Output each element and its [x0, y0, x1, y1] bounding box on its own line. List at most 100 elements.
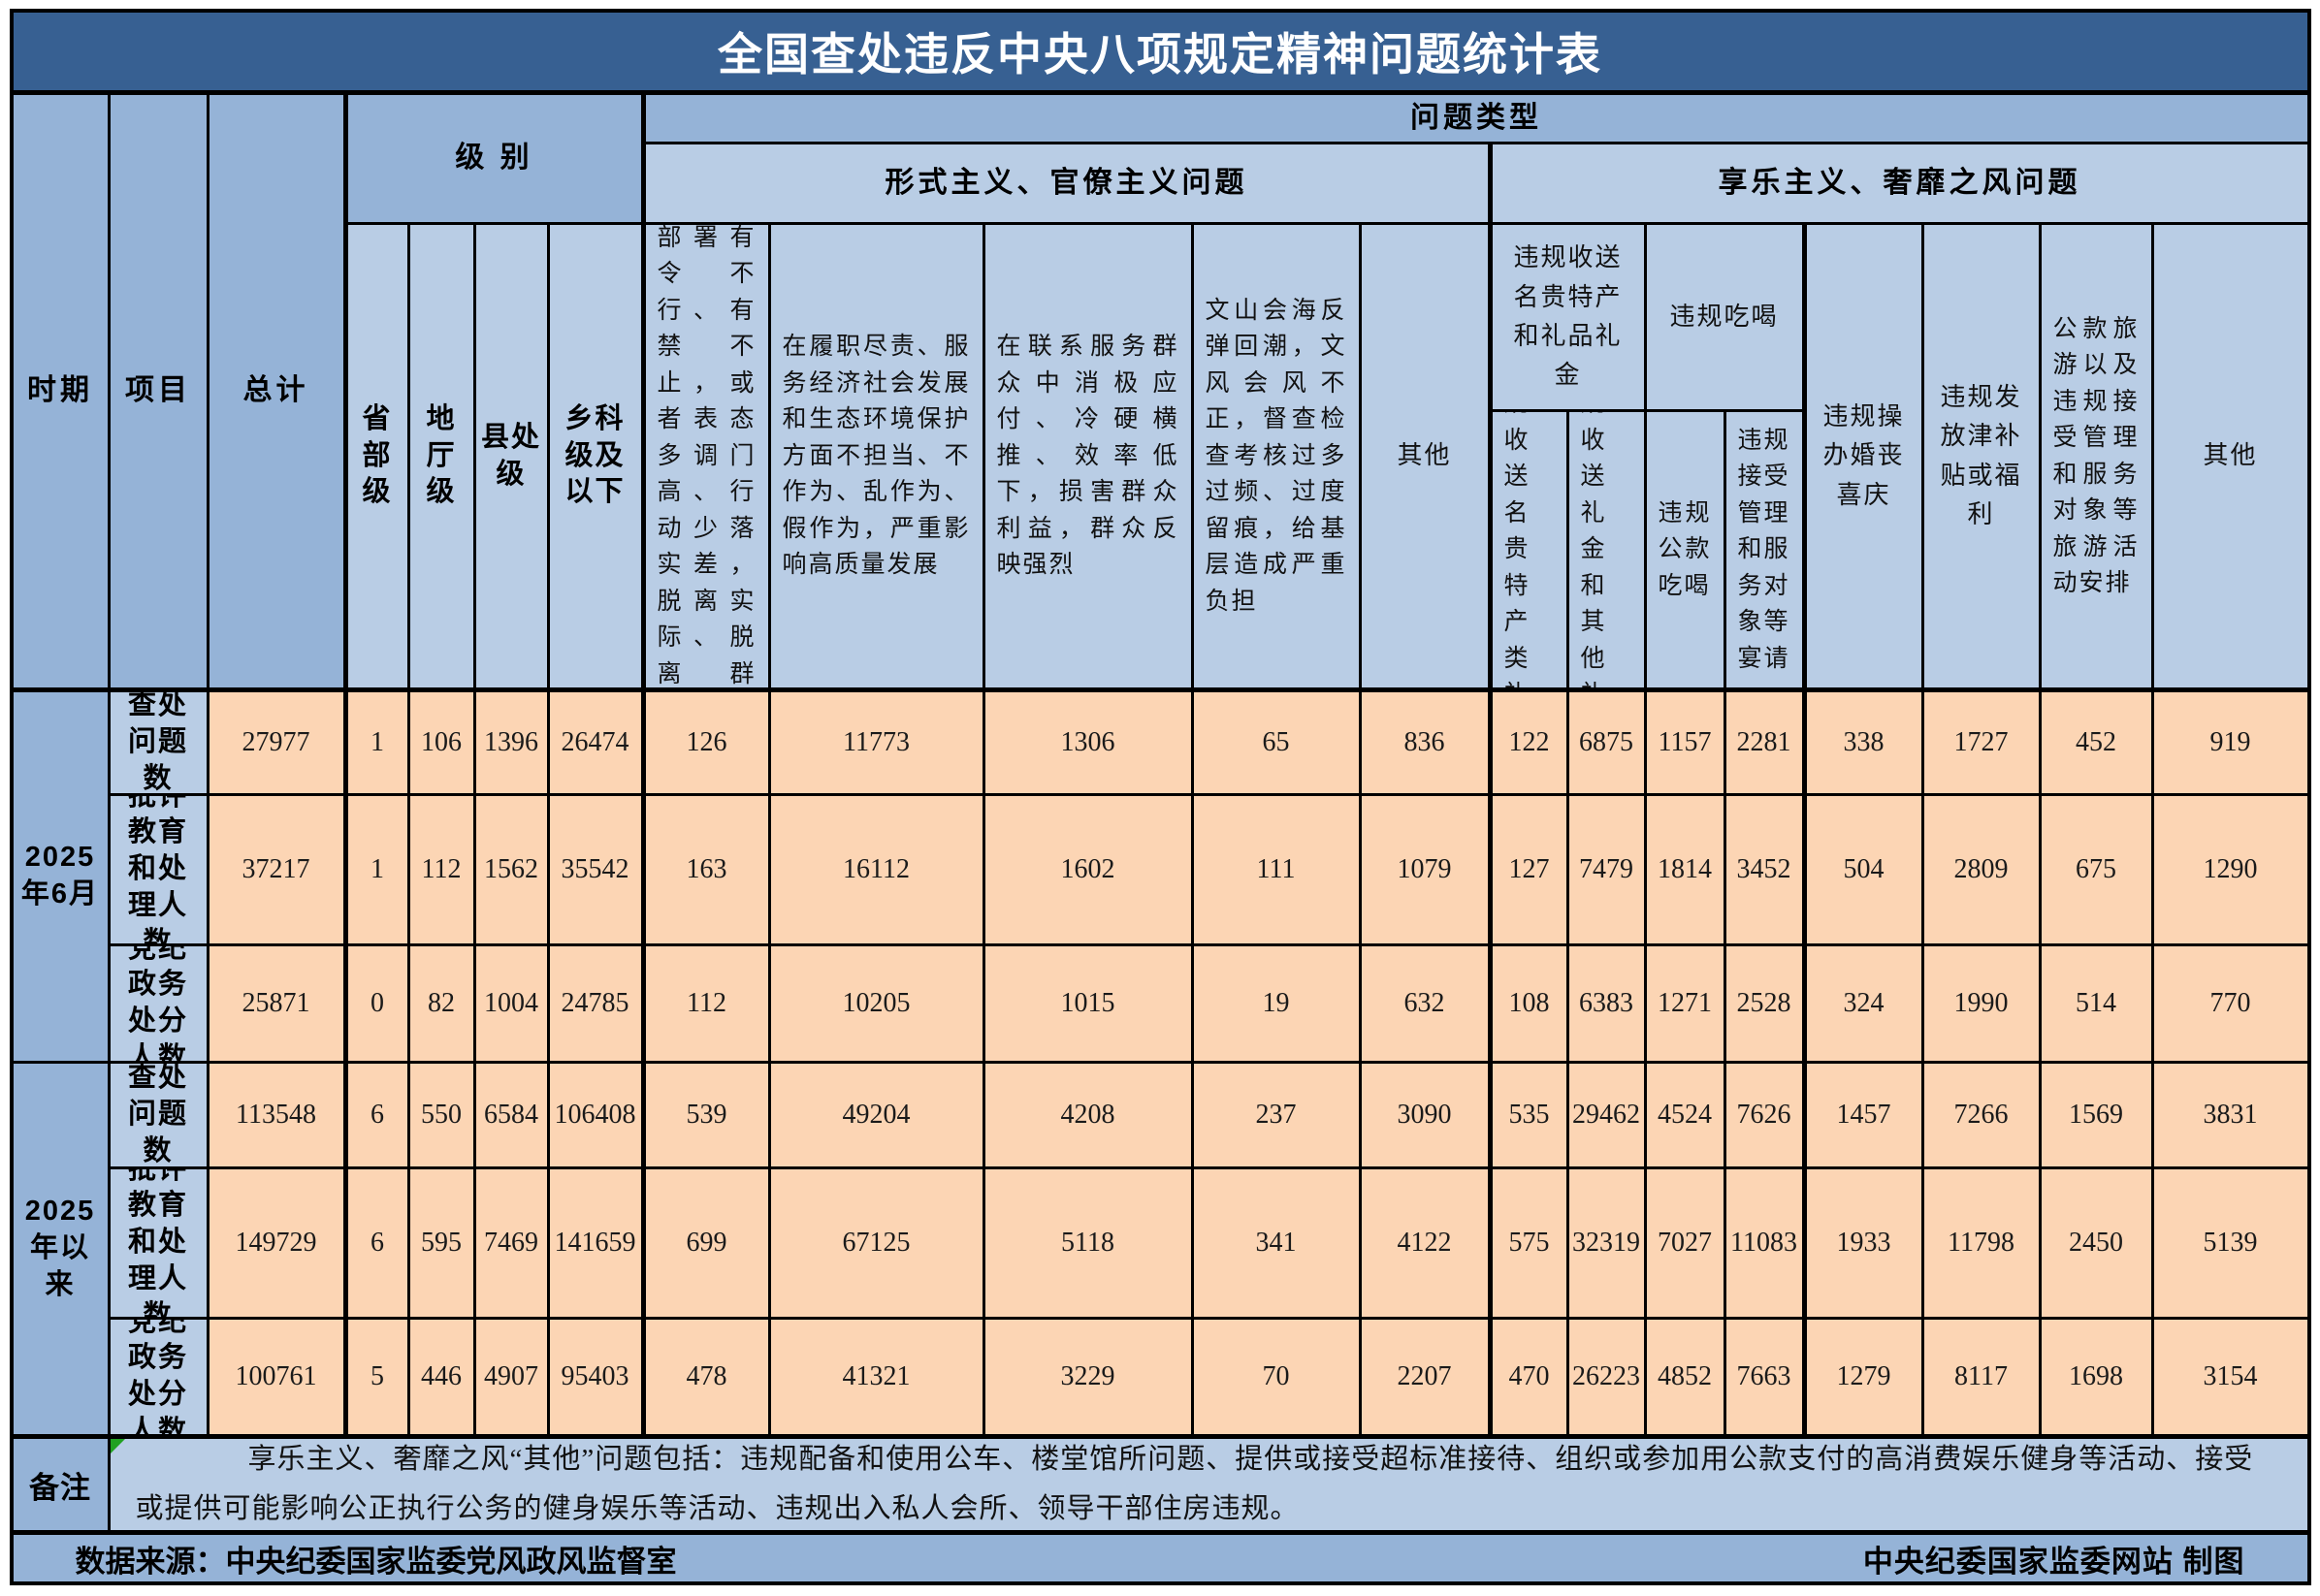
data-cell: 41321 [770, 1320, 983, 1434]
cell-comment-marker-icon [110, 1439, 125, 1453]
data-cell: 27977 [209, 690, 343, 793]
column-header-meetings-documents: 文山会海反弹回潮，文风会风不正，督查检查考核过多过频、过度留痕，给基层造成严重负… [1193, 225, 1359, 687]
data-cell: 5118 [984, 1169, 1191, 1317]
data-cell: 7469 [475, 1169, 547, 1317]
data-cell: 539 [643, 1064, 768, 1166]
data-cell: 5139 [2153, 1169, 2307, 1317]
row-label: 查处问题数 [110, 690, 207, 793]
data-cell: 149729 [209, 1169, 343, 1317]
column-header-formalism-other: 其他 [1361, 225, 1488, 687]
data-cell: 3452 [1725, 796, 1802, 943]
data-cell: 452 [2041, 690, 2151, 793]
data-cell: 595 [409, 1169, 473, 1317]
data-cell: 338 [1804, 690, 1921, 793]
column-header-specialty-gifts: 违规收送名贵特产类礼品 [1490, 412, 1566, 687]
data-cell: 141659 [549, 1169, 641, 1317]
data-cell: 1306 [984, 690, 1191, 793]
data-cell: 514 [2041, 946, 2151, 1061]
data-cell: 575 [1490, 1169, 1566, 1317]
statistics-table: 全国查处违反中央八项规定精神问题统计表 时期 项目 总计 级 别 问题类型 形式… [9, 9, 2311, 1585]
table-footer: 数据来源：中央纪委国家监委党风政风监督室 中央纪委国家监委网站 制图 [13, 1533, 2307, 1581]
column-header-level-county: 县处级 [475, 225, 547, 687]
group-header-hedonism: 享乐主义、奢靡之风问题 [1490, 144, 2307, 222]
data-cell: 26223 [1568, 1320, 1644, 1434]
data-cell: 237 [1193, 1064, 1359, 1166]
data-cell: 11773 [770, 690, 983, 793]
data-cell: 11083 [1725, 1169, 1802, 1317]
data-cell: 19 [1193, 946, 1359, 1061]
data-cell: 100761 [209, 1320, 343, 1434]
data-cell: 95403 [549, 1320, 641, 1434]
data-cell: 1990 [1923, 946, 2039, 1061]
data-cell: 478 [643, 1320, 768, 1434]
row-label: 党纪政务处分人数 [110, 1320, 207, 1434]
data-cell: 108 [1490, 946, 1566, 1061]
data-cell: 1396 [475, 690, 547, 793]
column-header-level-prefecture: 地厅级 [409, 225, 473, 687]
column-header-level-township: 乡科级及以下 [549, 225, 641, 687]
data-cell: 4208 [984, 1064, 1191, 1166]
data-cell: 1457 [1804, 1064, 1921, 1166]
data-cell: 3229 [984, 1320, 1191, 1434]
notes-label: 备注 [13, 1437, 108, 1530]
data-cell: 106 [409, 690, 473, 793]
group-header-level: 级 别 [345, 93, 641, 222]
data-cell: 2809 [1923, 796, 2039, 943]
data-cell: 1290 [2153, 796, 2307, 943]
data-cell: 6 [345, 1169, 407, 1317]
data-cell: 446 [409, 1320, 473, 1434]
data-cell: 3154 [2153, 1320, 2307, 1434]
data-cell: 112 [643, 946, 768, 1061]
data-cell: 2450 [2041, 1169, 2151, 1317]
data-cell: 550 [409, 1064, 473, 1166]
group-header-problem-type: 问题类型 [643, 93, 2307, 142]
column-header-public-funded-travel: 公款旅游以及违规接受管理和服务对象等旅游活动安排 [2041, 225, 2151, 687]
data-cell: 1814 [1646, 796, 1724, 943]
data-cell: 1157 [1646, 690, 1724, 793]
data-cell: 1 [345, 690, 407, 793]
data-cell: 7027 [1646, 1169, 1724, 1317]
data-cell: 1933 [1804, 1169, 1921, 1317]
data-cell: 1727 [1923, 690, 2039, 793]
data-cell: 49204 [770, 1064, 983, 1166]
row-label: 查处问题数 [110, 1064, 207, 1166]
data-cell: 122 [1490, 690, 1566, 793]
group-header-formalism: 形式主义、官僚主义问题 [643, 144, 1488, 222]
row-label: 批评教育和处理人数 [110, 1169, 207, 1317]
data-cell: 4852 [1646, 1320, 1724, 1434]
period-label-since-2025: 2025年以来 [13, 1064, 108, 1434]
data-cell: 82 [409, 946, 473, 1061]
data-cell: 4524 [1646, 1064, 1724, 1166]
data-cell: 127 [1490, 796, 1566, 943]
data-cell: 4122 [1361, 1169, 1488, 1317]
column-header-item: 项目 [110, 93, 207, 687]
data-cell: 699 [643, 1169, 768, 1317]
data-cell: 1602 [984, 796, 1191, 943]
data-cell: 26474 [549, 690, 641, 793]
data-cell: 6584 [475, 1064, 547, 1166]
data-cell: 2528 [1725, 946, 1802, 1061]
column-header-cash-gifts: 违规收送礼金和其他礼品 [1568, 412, 1644, 687]
data-cell: 24785 [549, 946, 641, 1061]
data-cell: 1562 [475, 796, 547, 943]
data-cell: 1279 [1804, 1320, 1921, 1434]
data-cell: 470 [1490, 1320, 1566, 1434]
data-cell: 675 [2041, 796, 2151, 943]
data-cell: 535 [1490, 1064, 1566, 1166]
data-cell: 836 [1361, 690, 1488, 793]
data-cell: 16112 [770, 796, 983, 943]
data-cell: 4907 [475, 1320, 547, 1434]
column-header-policy-implementation: 贯彻党中央重大决策部署有令不行、有禁不止，或者表态多调门高、行动少落实差，脱离实… [643, 225, 768, 687]
data-cell: 7266 [1923, 1064, 2039, 1166]
data-cell: 3090 [1361, 1064, 1488, 1166]
data-cell: 7663 [1725, 1320, 1802, 1434]
data-cell: 32319 [1568, 1169, 1644, 1317]
data-cell: 632 [1361, 946, 1488, 1061]
column-header-duty-performance: 在履职尽责、服务经济社会发展和生态环境保护方面不担当、不作为、乱作为、假作为，严… [770, 225, 983, 687]
column-header-hedonism-other: 其他 [2153, 225, 2307, 687]
data-cell: 65 [1193, 690, 1359, 793]
data-cell: 2281 [1725, 690, 1802, 793]
data-cell: 35542 [549, 796, 641, 943]
data-cell: 7626 [1725, 1064, 1802, 1166]
column-header-serving-masses: 在联系服务群众中消极应付、冷硬横推、效率低下，损害群众利益，群众反映强烈 [984, 225, 1191, 687]
